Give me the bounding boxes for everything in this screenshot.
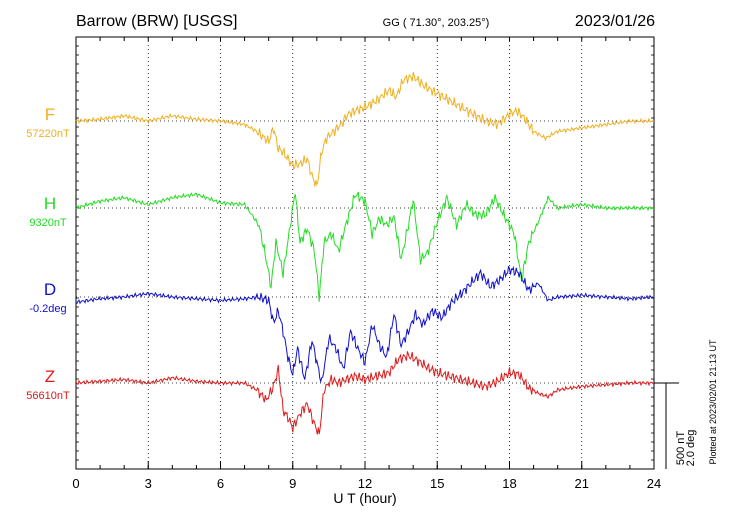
series-line-d: [75, 265, 655, 384]
x-tick-label: 15: [430, 476, 444, 491]
x-tick-label: 21: [575, 476, 589, 491]
grid-lines: [76, 37, 654, 469]
series-labels: F 57220nT H 9320nT D -0.2deg Z 56610nT: [26, 105, 70, 402]
scale-bar: 500 nT 2.0 deg: [654, 382, 697, 469]
scale-bar-deg: 2.0 deg: [685, 430, 697, 467]
series-name-d: D: [44, 280, 56, 299]
series-baseline-label-z: 56610nT: [26, 390, 70, 402]
axis-ticks: [75, 36, 655, 470]
x-tick-label: 18: [502, 476, 516, 491]
station-title: Barrow (BRW) [USGS]: [76, 13, 238, 30]
series-line-f: [75, 71, 655, 187]
x-axis-label: U T (hour): [333, 490, 396, 506]
x-tick-labels: 0 3 6 9 12 15 18 21 24: [72, 476, 661, 491]
x-tick-label: 6: [217, 476, 224, 491]
series-baseline-label-d: -0.2deg: [29, 303, 66, 315]
series-group: [75, 71, 655, 435]
series-name-z: Z: [45, 367, 55, 386]
series-line-h: [75, 191, 655, 302]
series-line-z: [75, 351, 655, 435]
x-tick-label: 3: [145, 476, 152, 491]
x-tick-label: 0: [72, 476, 79, 491]
x-tick-label: 12: [358, 476, 372, 491]
x-tick-label: 9: [289, 476, 296, 491]
scale-bar-nt: 500 nT: [675, 431, 687, 466]
series-name-h: H: [44, 194, 56, 213]
x-tick-label: 24: [647, 476, 661, 491]
series-baseline-label-h: 9320nT: [29, 217, 67, 229]
coordinates-label: GG ( 71.30°, 203.25°): [383, 17, 490, 29]
plotted-timestamp: Plotted at 2023/02/01 21:13 UT: [708, 339, 718, 465]
series-baseline-label-f: 57220nT: [26, 128, 70, 140]
date-label: 2023/01/26: [575, 13, 655, 30]
series-name-f: F: [45, 105, 55, 124]
